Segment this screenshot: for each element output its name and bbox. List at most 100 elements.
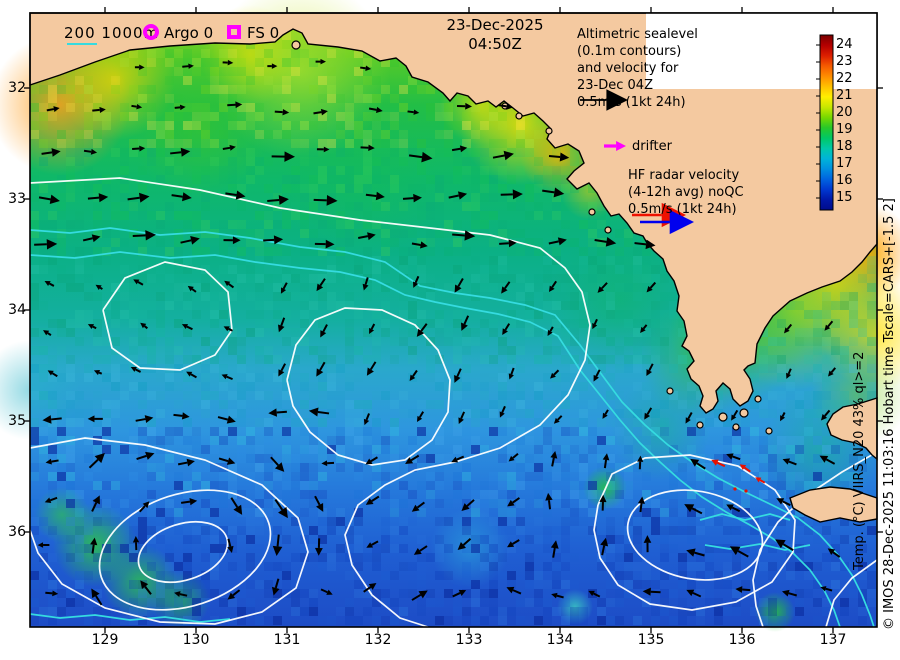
- velocity-arrow-head: [87, 324, 95, 330]
- legend-argo-label: Argo 0: [164, 24, 214, 42]
- colorbar-title: Temp. (°C) VIIRS_N20 43% ql>=2: [852, 351, 867, 570]
- velocity-arrow-head: [642, 587, 651, 596]
- velocity-arrow: [649, 281, 657, 289]
- velocity-arrow: [743, 466, 751, 473]
- velocity-arrow-head: [284, 151, 295, 162]
- velocity-arrow-head: [274, 462, 285, 472]
- velocity-arrow-head: [602, 453, 610, 461]
- velocity-arrow: [365, 193, 377, 197]
- velocity-arrow: [504, 323, 511, 331]
- velocity-arrow: [782, 500, 791, 507]
- velocity-arrow: [371, 495, 380, 502]
- velocity-arrow: [144, 585, 152, 595]
- velocity-arrow: [551, 457, 555, 467]
- velocity-arrow: [687, 412, 693, 420]
- velocity-arrow-head: [545, 492, 553, 501]
- velocity-arrow: [692, 591, 702, 598]
- velocity-arrow-head: [828, 370, 834, 377]
- velocity-arrow-head: [139, 64, 145, 71]
- velocity-arrow: [280, 317, 286, 327]
- sst-warm-patch: [550, 230, 690, 370]
- velocity-arrow: [132, 234, 146, 238]
- velocity-arrow: [182, 65, 189, 68]
- velocity-arrow: [228, 283, 235, 289]
- velocity-arrow-head: [367, 232, 376, 241]
- velocity-arrow: [368, 107, 377, 111]
- velocity-arrow-head: [52, 590, 59, 597]
- velocity-arrow: [280, 363, 287, 372]
- velocity-arrow: [95, 595, 103, 606]
- sealevel-contour: [825, 559, 878, 628]
- velocity-arrow-head: [780, 415, 786, 422]
- velocity-arrow-head: [144, 415, 154, 424]
- velocity-arrow-head: [42, 415, 52, 424]
- island: [604, 226, 612, 234]
- velocity-arrow-head: [640, 326, 646, 333]
- velocity-arrow: [131, 104, 137, 108]
- velocity-arrow-head: [506, 586, 515, 594]
- velocity-arrow: [419, 545, 428, 552]
- velocity-arrow: [601, 545, 606, 556]
- velocity-arrow: [460, 411, 466, 419]
- velocity-arrow-head: [416, 415, 423, 422]
- velocity-arrow-head: [550, 450, 558, 459]
- velocity-arrow-head: [502, 328, 508, 336]
- velocity-arrow: [593, 592, 601, 598]
- velocity-arrow: [825, 587, 833, 592]
- velocity-arrow-head: [366, 542, 374, 548]
- velocity-arrow-head: [508, 455, 515, 462]
- velocity-arrow: [369, 361, 377, 371]
- velocity-arrow: [319, 278, 326, 287]
- velocity-arrow-head: [547, 329, 553, 336]
- land-yorke-peninsula: [826, 397, 878, 461]
- island: [545, 127, 553, 135]
- velocity-arrow: [48, 282, 55, 287]
- velocity-arrow: [276, 534, 280, 547]
- velocity-arrow-head: [548, 285, 555, 293]
- velocity-arrow: [322, 324, 328, 333]
- velocity-arrow: [551, 280, 557, 288]
- velocity-arrow-head: [93, 369, 101, 376]
- velocity-arrow-head: [49, 194, 60, 205]
- map-frame: [29, 12, 878, 628]
- velocity-arrow-head: [421, 151, 433, 163]
- velocity-arrow-head: [597, 286, 605, 293]
- velocity-arrow: [601, 282, 608, 290]
- velocity-arrow: [737, 550, 749, 558]
- no-data-region: [646, 13, 877, 89]
- velocity-arrow: [274, 578, 280, 589]
- velocity-arrow-head: [644, 412, 651, 420]
- island: [754, 395, 762, 403]
- colorbar-tick-label: 22: [836, 71, 853, 86]
- hf-radar-site-dot: [733, 487, 737, 491]
- velocity-arrow: [411, 242, 421, 246]
- velocity-arrow-head: [820, 414, 828, 421]
- velocity-arrow: [498, 104, 507, 108]
- velocity-arrow-head: [592, 323, 598, 330]
- velocity-arrow-head: [187, 285, 194, 292]
- velocity-arrow: [732, 455, 741, 461]
- sealevel-contour: [98, 489, 272, 611]
- island: [515, 112, 523, 120]
- velocity-arrow: [282, 282, 288, 290]
- velocity-arrow-head: [506, 541, 515, 548]
- velocity-arrow-head: [454, 284, 462, 293]
- bathymetry-contour: [29, 251, 841, 628]
- velocity-arrow: [136, 454, 147, 461]
- velocity-arrow-head: [365, 65, 372, 71]
- velocity-arrow: [646, 407, 653, 415]
- velocity-arrow-head: [684, 504, 695, 513]
- velocity-arrow-head: [179, 104, 186, 111]
- velocity-arrow: [230, 497, 239, 508]
- velocity-arrow-head: [645, 239, 656, 250]
- velocity-arrow: [88, 458, 99, 469]
- velocity-arrow-head: [272, 545, 283, 556]
- velocity-arrow: [227, 538, 232, 547]
- velocity-arrow-head: [43, 330, 50, 336]
- velocity-arrow-head: [458, 589, 467, 596]
- velocity-arrow: [365, 413, 370, 421]
- velocity-arrow: [83, 149, 92, 153]
- velocity-arrow: [456, 455, 465, 461]
